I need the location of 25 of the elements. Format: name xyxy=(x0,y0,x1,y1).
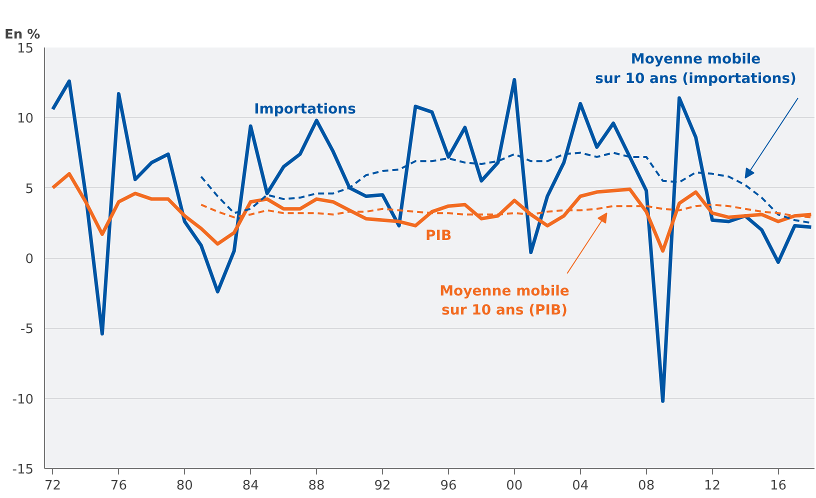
y-tick-label: 0 xyxy=(25,252,34,267)
y-tick-label: -5 xyxy=(20,322,34,338)
x-tick-label: 00 xyxy=(506,478,523,494)
x-tick-label: 12 xyxy=(704,478,721,494)
x-tick-label: 16 xyxy=(770,478,786,494)
x-tick-label: 80 xyxy=(176,478,193,494)
y-tick-label: 10 xyxy=(16,112,34,127)
y-tick-label: -15 xyxy=(12,462,34,478)
text: Moyenne mobile sur 10 ans (importations) xyxy=(595,52,796,87)
y-tick-label: 15 xyxy=(16,42,34,56)
series-label: PIB xyxy=(426,228,452,244)
text: Moyenne mobile sur 10 ans (PIB) xyxy=(440,283,570,318)
x-tick-label: 08 xyxy=(638,478,655,494)
x-tick-label: 84 xyxy=(242,478,259,494)
x-tick-label: 88 xyxy=(308,478,325,494)
x-tick-label: 04 xyxy=(572,478,589,494)
y-tick-label: 5 xyxy=(25,182,34,197)
y-axis-title: En % xyxy=(4,28,40,42)
x-tick-label: 96 xyxy=(440,478,457,494)
y-tick-label: -10 xyxy=(12,392,34,408)
x-tick-label: 72 xyxy=(44,478,62,494)
x-tick-label: 92 xyxy=(374,478,391,494)
x-tick-label: 76 xyxy=(110,478,127,494)
line-series xyxy=(50,172,813,253)
series-label: Importations xyxy=(254,102,356,118)
